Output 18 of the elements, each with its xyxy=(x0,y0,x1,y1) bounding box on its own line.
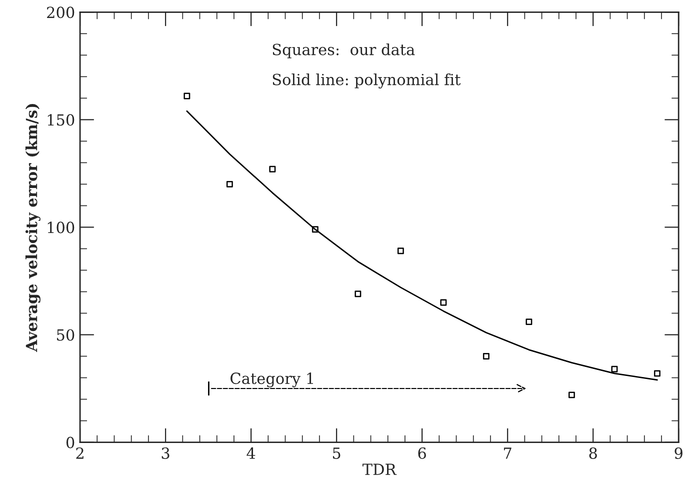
y-tick-label: 0 xyxy=(66,436,74,448)
y-tick-label: 100 xyxy=(48,222,74,234)
annotation: Squares: our data xyxy=(272,43,415,58)
y-tick-label: 50 xyxy=(57,329,74,341)
x-tick-label: 9 xyxy=(674,447,682,459)
x-tick-label: 6 xyxy=(418,447,426,459)
y-tick-label: 200 xyxy=(47,6,74,18)
x-tick-label: 8 xyxy=(589,447,597,459)
x-tick-label: 5 xyxy=(333,448,340,459)
x-tick-label: 2 xyxy=(76,447,84,459)
x-tick-label: 4 xyxy=(246,447,256,459)
y-tick-label: 150 xyxy=(48,114,74,126)
annotation: Category 1 xyxy=(230,372,313,388)
annotation: Solid line: polynomial fit xyxy=(272,73,461,88)
x-tick-label: 7 xyxy=(504,448,512,459)
y-axis-title: Average velocity error (km/s) xyxy=(25,104,40,352)
x-axis-title: TDR xyxy=(362,464,397,475)
x-tick-label: 3 xyxy=(162,447,170,459)
